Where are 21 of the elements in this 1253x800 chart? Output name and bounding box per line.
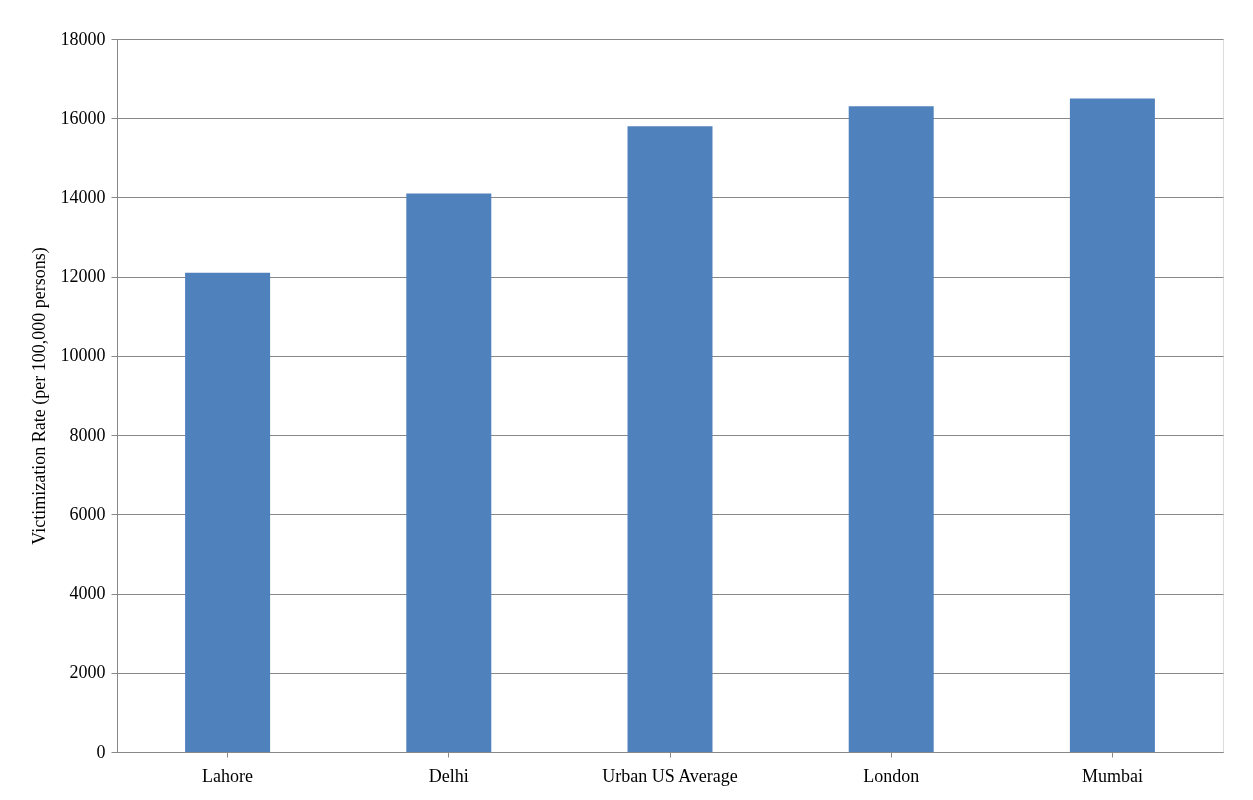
x-tick-label: Mumbai <box>1081 765 1143 786</box>
x-tick-label: Lahore <box>202 765 254 786</box>
x-tick-label: Urban US Average <box>602 765 738 786</box>
y-tick-label: 16000 <box>60 107 106 128</box>
bar <box>406 193 492 752</box>
bar <box>185 272 271 752</box>
bar <box>627 126 713 752</box>
y-tick-label: 4000 <box>69 583 106 604</box>
bar <box>848 106 934 752</box>
bar <box>1069 98 1155 752</box>
x-tick-label: London <box>863 765 920 786</box>
y-axis-title: Victimization Rate (per 100,000 persons) <box>28 247 50 545</box>
y-tick-label: 6000 <box>69 503 106 524</box>
y-tick-label: 10000 <box>60 345 106 366</box>
y-tick-label: 14000 <box>60 186 106 207</box>
y-tick-label: 8000 <box>69 424 106 445</box>
x-tick-label: Delhi <box>428 765 469 786</box>
y-tick-label: 0 <box>96 741 106 762</box>
y-tick-label: 18000 <box>60 28 106 49</box>
y-tick-label: 12000 <box>60 266 106 287</box>
y-tick-label: 2000 <box>69 662 106 683</box>
